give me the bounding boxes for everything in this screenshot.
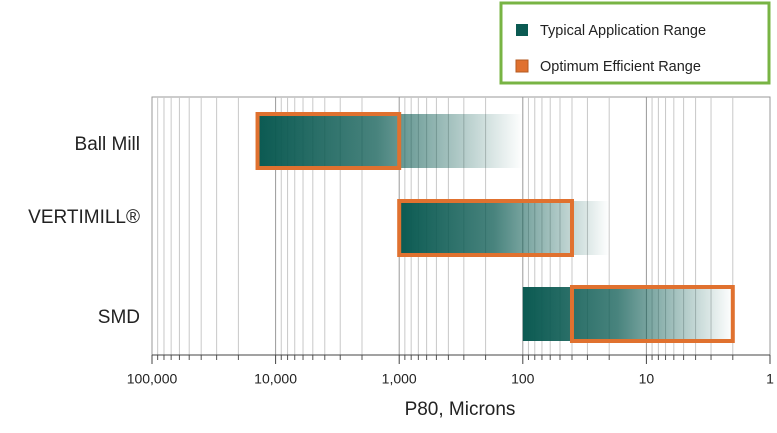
typical-range-bar	[258, 114, 523, 168]
x-tick-label: 10	[639, 371, 655, 387]
x-tick-label: 100	[511, 371, 535, 387]
category-label: SMD	[98, 307, 140, 328]
x-axis-label: P80, Microns	[405, 399, 516, 420]
legend-label: Optimum Efficient Range	[540, 59, 701, 75]
legend-label: Typical Application Range	[540, 23, 706, 39]
category-label: VERTIMILL®	[28, 207, 140, 228]
chart: P80, Microns 100,000 10,000 1,000 100 10 1 Bal…	[0, 0, 777, 433]
category-label: Ball Mill	[75, 134, 140, 155]
x-tick-label: 1,000	[382, 371, 417, 387]
x-tick-label: 10,000	[254, 371, 297, 387]
x-tick-label: 100,000	[127, 371, 178, 387]
legend-swatch	[516, 60, 528, 72]
typical-range-bar	[523, 287, 733, 341]
legend-swatch	[516, 24, 528, 36]
x-tick-label: 1	[766, 371, 774, 387]
typical-range-bar	[399, 201, 609, 255]
